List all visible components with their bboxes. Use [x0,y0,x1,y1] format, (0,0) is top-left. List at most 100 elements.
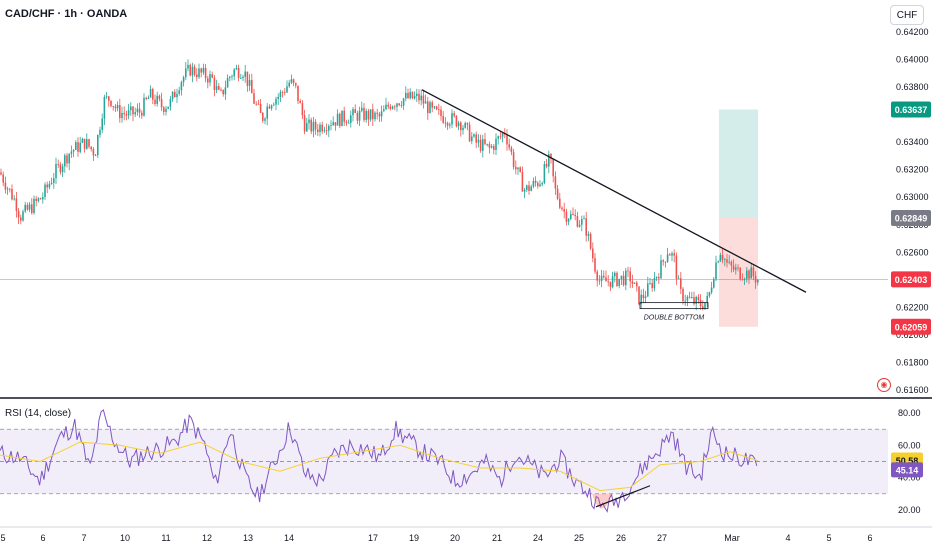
candle-body [218,86,220,90]
candle-body [178,90,180,94]
price-label-text-entry: 0.62849 [895,214,928,224]
candle-body [391,106,394,109]
candle-body [68,153,70,164]
candle-body [123,112,125,115]
candle-body [130,106,132,111]
candle-body [587,233,590,236]
candle-body [754,276,757,283]
candle-body [435,106,438,110]
candle-body [268,106,271,109]
candle-body [521,171,524,192]
time-tick-label: 11 [161,533,170,543]
time-tick-label: 5 [0,533,5,543]
candle-body [367,110,370,120]
rsi-oversold-fill [592,493,612,509]
candle-body [119,105,121,119]
candle-body [741,279,744,281]
candle-body [596,271,598,281]
candle-body [244,71,246,77]
flag-icon[interactable]: ◉ [877,378,891,392]
candle-body [688,296,691,298]
candle-body [671,253,673,256]
candle-body [163,107,165,113]
candle-body [134,112,136,115]
candle-body [583,218,585,220]
candle-body [739,267,741,280]
candle-body [242,76,244,79]
candle-body [231,76,233,78]
candle-body [253,93,255,104]
candle-body [721,255,724,260]
candle-body [262,112,264,121]
candle-body [31,204,33,213]
candle-body [539,184,541,187]
time-tick-label: 17 [368,533,378,543]
candle-body [264,118,266,121]
candle-body [306,123,308,132]
time-tick-label: 26 [616,533,626,543]
candle-body [622,275,625,286]
candle-body [59,164,62,173]
time-tick-label: Mar [724,533,740,543]
candle-body [508,144,510,148]
candle-body [541,183,543,185]
candle-body [378,113,381,117]
candle-body [46,184,48,188]
candle-body [486,143,488,145]
candle-body [20,217,22,221]
candle-body [713,279,715,288]
candle-body [235,68,238,70]
candle-body [418,93,420,101]
candle-body [479,139,482,151]
time-tick-label: 13 [243,533,253,543]
candle-body [270,105,273,109]
candle-body [691,297,693,298]
candle-body [653,278,656,289]
candle-body [35,198,37,201]
candle-body [446,123,449,126]
candle-body [743,278,746,280]
candle-body [176,93,178,98]
candle-body [715,262,717,280]
candle-body [266,106,268,119]
candle-body [226,78,229,88]
candle-body [347,122,350,124]
candle-body [343,110,345,122]
candle-body [224,87,227,95]
price-label-text-take-profit: 0.63637 [895,105,928,115]
candle-body [209,74,211,83]
candle-body [710,287,713,293]
price-tick-label: 0.63800 [896,82,929,92]
candle-body [204,67,207,79]
currency-button[interactable]: CHF [890,5,924,25]
candle-body [207,78,209,83]
time-tick-label: 20 [450,533,460,543]
candle-body [543,164,546,184]
candle-body [185,68,187,78]
candle-body [411,91,414,99]
candle-body [484,139,486,145]
candle-body [488,143,491,148]
candle-body [83,138,86,149]
candle-body [409,91,411,99]
candle-body [574,214,576,217]
candle-body [369,109,372,120]
candle-body [420,95,422,101]
candle-body [257,103,260,105]
candle-body [363,107,365,121]
candle-body [517,167,519,170]
candle-body [402,98,405,106]
candle-body [598,280,601,282]
candle-body [352,109,354,116]
candle-body [312,121,315,132]
candle-body [24,204,26,212]
candle-body [138,108,141,113]
candle-body [706,295,708,303]
candle-body [490,146,493,148]
candle-body [372,109,374,120]
candle-body [50,182,53,184]
time-tick-label: 12 [202,533,212,543]
candle-body [627,270,629,272]
candle-body [292,79,295,84]
candle-body [4,182,7,190]
